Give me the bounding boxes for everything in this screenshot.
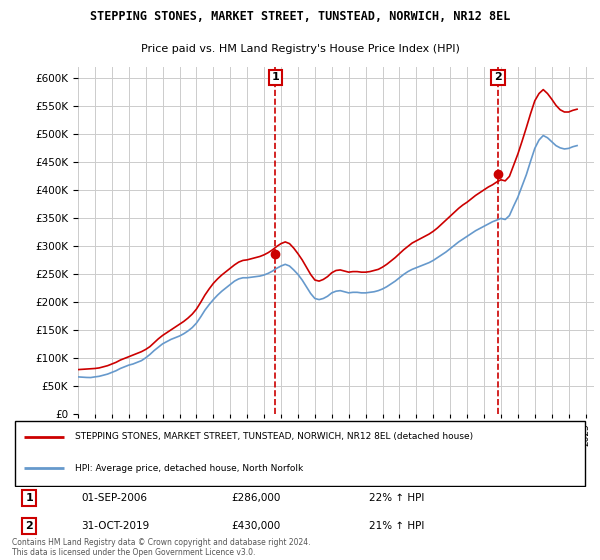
Text: 21% ↑ HPI: 21% ↑ HPI	[369, 521, 424, 531]
FancyBboxPatch shape	[15, 421, 585, 486]
Text: Contains HM Land Registry data © Crown copyright and database right 2024.
This d: Contains HM Land Registry data © Crown c…	[12, 538, 311, 557]
Text: £430,000: £430,000	[231, 521, 280, 531]
Text: HPI: Average price, detached house, North Norfolk: HPI: Average price, detached house, Nort…	[76, 464, 304, 473]
Text: Price paid vs. HM Land Registry's House Price Index (HPI): Price paid vs. HM Land Registry's House …	[140, 44, 460, 54]
Text: 22% ↑ HPI: 22% ↑ HPI	[369, 493, 424, 503]
Text: STEPPING STONES, MARKET STREET, TUNSTEAD, NORWICH, NR12 8EL (detached house): STEPPING STONES, MARKET STREET, TUNSTEAD…	[76, 432, 473, 441]
Text: 1: 1	[25, 493, 33, 503]
Text: 2: 2	[494, 72, 502, 82]
Text: £286,000: £286,000	[231, 493, 280, 503]
Text: 1: 1	[272, 72, 280, 82]
Text: 2: 2	[25, 521, 33, 531]
Text: 01-SEP-2006: 01-SEP-2006	[81, 493, 147, 503]
Text: STEPPING STONES, MARKET STREET, TUNSTEAD, NORWICH, NR12 8EL: STEPPING STONES, MARKET STREET, TUNSTEAD…	[90, 10, 510, 23]
Text: 31-OCT-2019: 31-OCT-2019	[81, 521, 149, 531]
